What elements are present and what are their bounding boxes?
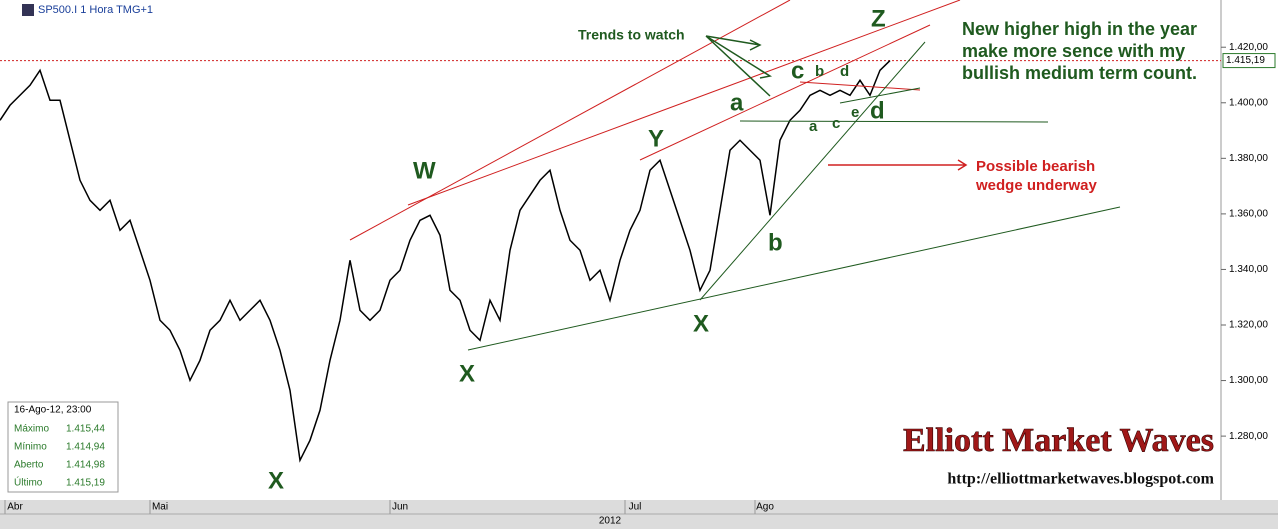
x-axis-label: 2012 (599, 516, 622, 527)
trend-line (839, 87, 921, 104)
wave-label: Z (871, 5, 886, 32)
info-value: 1.415,44 (66, 424, 105, 435)
price-line (0, 60, 891, 463)
info-key: Máximo (14, 424, 49, 435)
x-tick-label: Ago (756, 502, 774, 513)
y-tick-label: 1.320,00 (1229, 320, 1268, 331)
info-key: Último (14, 476, 43, 489)
last-price-box (1222, 53, 1276, 69)
annotation: New higher high in the year make more se… (962, 19, 1198, 83)
trend-line (467, 206, 1121, 351)
info-key: Aberto (14, 460, 44, 471)
info-value: 1.414,98 (66, 460, 105, 471)
info-value: 1.414,94 (66, 442, 105, 453)
wave-label: W (413, 157, 436, 184)
trend-line (699, 41, 926, 301)
watermark-title: Elliott Market Waves (903, 422, 1214, 459)
symbol-icon (22, 4, 34, 16)
info-box-frame (7, 401, 119, 493)
y-tick-label: 1.380,00 (1229, 153, 1268, 164)
wave-label: b (768, 229, 783, 256)
trend-lines (349, 0, 1121, 351)
x-tick-label: Jun (392, 502, 408, 513)
annotation: Possible bearish wedge underway (976, 158, 1097, 194)
y-tick-label: 1.400,00 (1229, 97, 1268, 108)
info-date: 16-Ago-12, 23:00 (14, 405, 92, 416)
x-tick-label: Abr (7, 502, 23, 513)
wave-label: e (851, 104, 859, 121)
y-tick-label: 1.360,00 (1229, 209, 1268, 220)
watermark-url: http://elliottmarketwaves.blogspot.com (947, 471, 1214, 488)
trend-line (349, 0, 791, 241)
arrows (705, 35, 773, 97)
trend-line (739, 120, 1049, 123)
x-tick-label: Jul (629, 502, 642, 513)
wave-label: b (815, 63, 824, 80)
axis-panel (1221, 0, 1278, 500)
y-tick-label: 1.280,00 (1229, 431, 1268, 442)
annotation: Trends to watch (578, 27, 685, 43)
wave-label: X (693, 310, 709, 337)
wave-label: Y (648, 125, 664, 152)
wave-label: d (870, 97, 885, 124)
wave-label: X (268, 467, 284, 494)
wave-label: d (840, 63, 849, 80)
x-tick-label: Mai (152, 502, 168, 513)
y-tick-label: 1.420,00 (1229, 42, 1268, 53)
wave-label: a (809, 118, 818, 135)
wave-label: a (730, 89, 744, 116)
info-value: 1.415,19 (66, 478, 105, 489)
y-tick-label: 1.300,00 (1229, 375, 1268, 386)
wave-label: c (791, 57, 804, 84)
wave-label: c (832, 115, 840, 132)
trend-line (639, 24, 931, 161)
trend-line (799, 81, 921, 91)
info-box: 16-Ago-12, 23:00 Máximo 1.415,44 Mínimo … (7, 401, 119, 493)
info-key: Mínimo (14, 442, 47, 453)
trend-line (407, 0, 961, 206)
arrow (828, 159, 968, 171)
last-price-label: 1.415,19 (1226, 55, 1265, 66)
wave-label: X (459, 360, 475, 387)
symbol[interactable]: SP500.I 1 Hora TMG+1 (38, 4, 153, 16)
y-tick-label: 1.340,00 (1229, 264, 1268, 275)
